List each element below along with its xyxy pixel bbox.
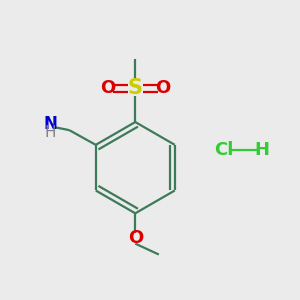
Text: S: S	[128, 78, 143, 98]
Text: N: N	[43, 115, 57, 133]
Text: O: O	[100, 79, 115, 97]
Text: O: O	[128, 229, 143, 247]
Text: H: H	[44, 125, 56, 140]
Text: Cl: Cl	[214, 141, 233, 159]
Text: O: O	[156, 79, 171, 97]
Text: H: H	[254, 141, 269, 159]
